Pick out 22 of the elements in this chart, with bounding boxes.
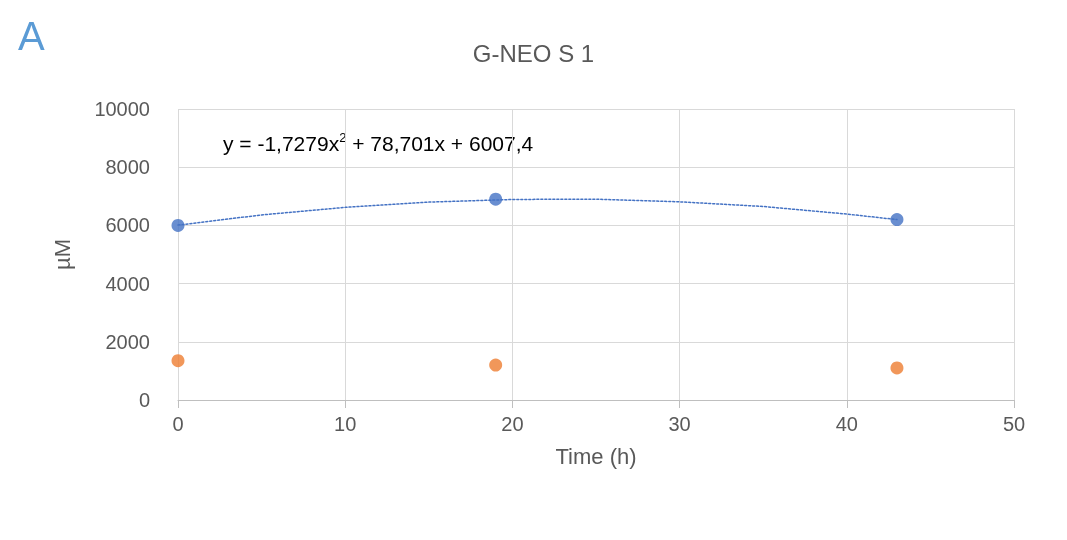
point — [890, 361, 904, 375]
y-tick-label: 2000 — [105, 330, 150, 353]
x-axis-title: Time (h) — [555, 443, 637, 469]
x-tick-label: 40 — [835, 413, 858, 435]
x-tick-label: 20 — [501, 413, 524, 435]
point — [171, 354, 185, 368]
y-axis-title: µM — [49, 238, 75, 271]
y-tick-label: 0 — [138, 389, 150, 411]
y-tick-label: 6000 — [105, 214, 150, 237]
point — [171, 218, 185, 232]
y-tick-label: 8000 — [105, 156, 150, 179]
y-tick-label: 10000 — [94, 98, 150, 120]
point — [890, 213, 904, 227]
x-tick-label: 50 — [1002, 413, 1026, 435]
x-tick-label: 30 — [668, 413, 691, 435]
x-tick-label: 10 — [334, 413, 357, 435]
chart-title: G-NEO S 1 — [472, 39, 595, 67]
text: A — [18, 14, 45, 58]
x-tick-label: 0 — [172, 413, 184, 435]
point — [489, 192, 503, 206]
y-tick-label: 4000 — [105, 272, 150, 295]
point — [489, 358, 503, 372]
